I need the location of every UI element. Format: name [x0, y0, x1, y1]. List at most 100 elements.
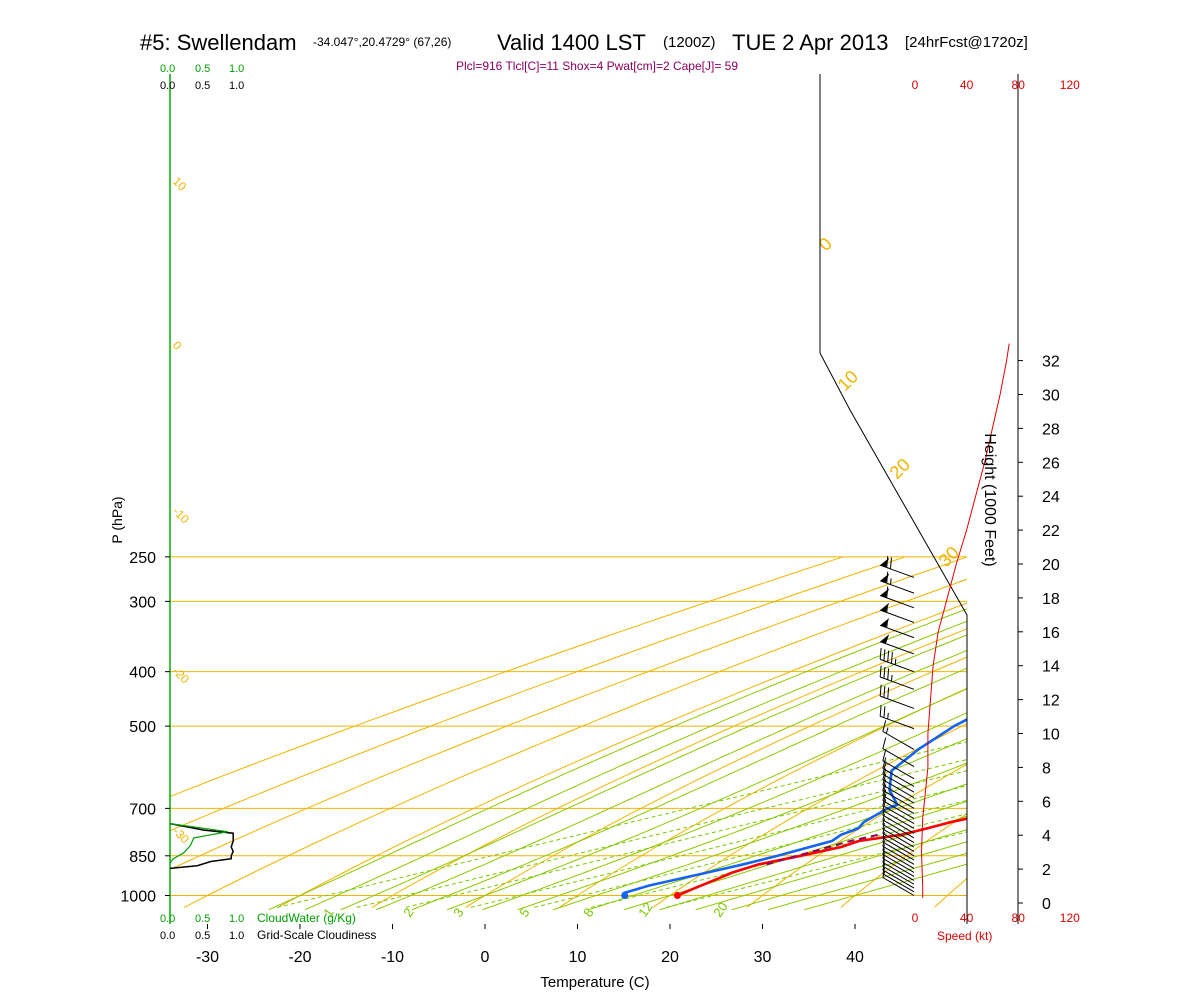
wind-barbs [879, 556, 915, 896]
wind-barb-staff [882, 833, 915, 852]
wind-barb-half-flag [882, 827, 886, 834]
moist-adiabat--16 [304, 620, 967, 911]
wind-barb-flag [882, 762, 887, 775]
cloud-water-tick-1-bottom: 0.5 [195, 913, 210, 925]
wind-barb-half-flag [882, 848, 886, 855]
wind-barb-staff [882, 810, 915, 829]
dry-adiabat-label-1: 0 [170, 338, 185, 353]
wind-barb-staff [882, 748, 915, 768]
wind-barb-half-flag [886, 621, 888, 628]
wind-barb-27 [882, 720, 915, 750]
wind-barb-staff [882, 814, 915, 834]
wind-barb-staff [882, 877, 915, 896]
wind-barb-flag [887, 668, 890, 680]
wind-barb-staff [882, 854, 915, 873]
height-tick-label-2: 2 [1042, 862, 1051, 879]
wind-barb-30 [879, 665, 915, 690]
wind-barb-staff [880, 564, 915, 578]
wind-barb-flag [882, 720, 887, 732]
temperature-axis-label: Temperature (C) [540, 974, 649, 991]
wind-barb-28 [879, 704, 915, 730]
cloud-scale-top: 0.0 0.5 1.0 0.0 0.5 1.0 [160, 63, 244, 92]
wind-barb-flag [886, 571, 889, 584]
wind-barb-flag [879, 704, 882, 717]
dry-adiabat-50 [934, 877, 967, 908]
wind-barb-staff [882, 837, 915, 857]
wind-barb-half-flag [882, 818, 886, 825]
moist-adiabat-8 [517, 738, 967, 911]
moist-adiabat-4 [482, 712, 967, 911]
wind-barb-flag [882, 757, 887, 769]
mixing-ratio-label-2: 3 [450, 905, 466, 920]
forecast-info: [24hrFcst@1720z] [905, 34, 1028, 51]
height-tick-label-16: 16 [1042, 625, 1060, 642]
dry-adiabat-30 [746, 763, 967, 908]
height-tick-label-20: 20 [1042, 557, 1060, 574]
wind-barb-35 [880, 586, 915, 609]
wind-barb-half-flag [886, 606, 888, 613]
moist-adiabat--12 [340, 634, 967, 911]
dry-adiabat-label-0: 10 [170, 174, 190, 194]
wind-barb-staff [880, 658, 915, 673]
wind-barb-staff [882, 861, 915, 881]
temperature-tick-label-0: -30 [196, 949, 219, 966]
dry-adiabat--50 [170, 556, 906, 832]
temperature-tick-label-2: -10 [381, 949, 404, 966]
wind-barb-flag [882, 749, 887, 761]
wind-barb-staff [882, 824, 915, 843]
wind-barb-half-flag [882, 840, 886, 847]
wind-barb-staff [882, 828, 915, 848]
height-tick-label-0: 0 [1042, 896, 1051, 913]
wind-barb-11 [882, 827, 915, 852]
moist-adiabat-28 [695, 829, 967, 911]
wind-barb-staff [880, 595, 915, 609]
height-tick-label-4: 4 [1042, 828, 1051, 845]
speed-tick-top-3: 120 [1060, 78, 1080, 92]
wind-barb-flag [883, 686, 886, 698]
wind-barb-29 [879, 684, 915, 709]
parcel-line [766, 833, 879, 866]
mixing-ratio-label-1: 2 [400, 905, 416, 920]
wind-barb-staff [880, 580, 915, 594]
height-tick-label-18: 18 [1042, 591, 1060, 608]
moist-adiabat--4 [411, 667, 967, 911]
wind-barb-flag [886, 556, 889, 568]
temperature-tick-label-7: 40 [846, 949, 864, 966]
wind-barb-half-flag [882, 813, 886, 821]
wind-barb-staff [882, 800, 915, 820]
wind-barb-staff [880, 624, 915, 639]
cloudiness-tick-1-bottom: 0.5 [195, 930, 210, 942]
wind-barb-half-flag [882, 835, 886, 843]
wind-barb-8 [882, 840, 915, 865]
moist-adiabat-label-1: 10 [834, 367, 862, 395]
height-tick-label-10: 10 [1042, 727, 1060, 744]
pressure-tick-label-300: 300 [129, 594, 156, 611]
speed-axis-label: Speed (kt) [937, 929, 992, 943]
wind-barb-pennant [880, 618, 890, 628]
mixing-ratio-5 [470, 785, 967, 908]
wind-barb-half-flag [890, 674, 893, 682]
wind-barb-staff [882, 869, 915, 889]
pressure-axis: 250 300 400 500 700 850 1000 [120, 550, 170, 906]
cloudiness-tick-2: 1.0 [229, 80, 244, 92]
wind-barb-staff [882, 873, 915, 893]
wind-barb-staff [882, 779, 915, 799]
pressure-axis-label: P (hPa) [109, 496, 125, 543]
cloud-water-tick-1: 0.5 [195, 63, 210, 75]
dry-adiabat-label-3: -20 [170, 664, 192, 686]
zulu-time: (1200Z) [663, 34, 716, 51]
speed-tick-top-0: 0 [912, 78, 919, 92]
wind-barb-staff [882, 784, 915, 804]
cloud-profiles [169, 822, 235, 870]
wind-barb-half-flag [882, 809, 886, 816]
wind-barb-half-flag [887, 712, 889, 720]
wind-barb-staff [880, 676, 915, 690]
dry-adiabat--60 [170, 556, 844, 798]
wind-barb-flag [882, 768, 887, 780]
dry-adiabat-10 [559, 687, 967, 908]
wind-barb-staff [882, 858, 915, 877]
pressure-tick-label-700: 700 [129, 801, 156, 818]
temperature-axis: -30 -20 -10 0 10 20 30 40 [196, 924, 864, 966]
wind-barb-6 [882, 848, 915, 873]
